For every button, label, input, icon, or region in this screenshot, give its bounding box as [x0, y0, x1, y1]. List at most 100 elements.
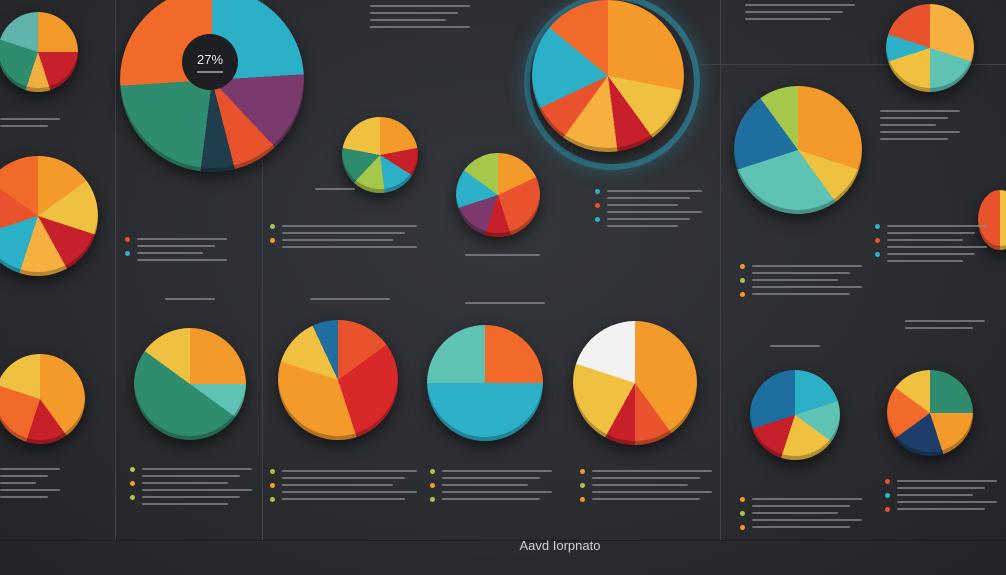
text-placeholder — [880, 131, 960, 133]
text-placeholder — [0, 489, 60, 491]
text-placeholder — [465, 302, 545, 304]
text-placeholder — [592, 484, 688, 486]
divider — [700, 64, 1006, 65]
legend-dot — [740, 525, 745, 530]
legend-dot — [875, 224, 880, 229]
legend-dot — [885, 479, 890, 484]
text-placeholder — [142, 503, 228, 505]
legend-dot — [270, 238, 275, 243]
text-placeholder — [442, 491, 552, 493]
legend-dot — [595, 217, 600, 222]
text-placeholder — [897, 487, 985, 489]
text-placeholder — [752, 519, 862, 521]
text-placeholder — [897, 494, 973, 496]
text-placeholder — [370, 12, 458, 14]
text-placeholder — [887, 260, 963, 262]
text-placeholder — [752, 272, 850, 274]
text-placeholder — [887, 246, 987, 248]
divider — [0, 540, 1006, 541]
pie — [0, 354, 85, 444]
text-placeholder — [0, 125, 48, 127]
divider — [262, 0, 263, 540]
legend-dot — [270, 483, 275, 488]
text-placeholder — [592, 498, 700, 500]
text-placeholder — [592, 477, 700, 479]
legend-dot — [130, 481, 135, 486]
legend-dot — [270, 224, 275, 229]
legend-dot — [885, 493, 890, 498]
text-placeholder — [0, 482, 36, 484]
text-placeholder — [880, 124, 936, 126]
text-placeholder — [282, 470, 417, 472]
text-placeholder — [442, 498, 540, 500]
text-placeholder — [880, 117, 948, 119]
text-placeholder — [905, 327, 973, 329]
text-placeholder — [592, 491, 712, 493]
pie — [978, 190, 1006, 250]
pie — [886, 4, 974, 92]
pie — [573, 321, 697, 445]
text-placeholder — [282, 491, 417, 493]
text-placeholder — [887, 232, 975, 234]
text-placeholder — [770, 345, 820, 347]
text-placeholder — [887, 225, 987, 227]
text-placeholder — [137, 245, 215, 247]
text-placeholder — [142, 482, 228, 484]
legend-dot — [740, 278, 745, 283]
text-placeholder — [897, 480, 997, 482]
text-placeholder — [607, 211, 702, 213]
pie — [887, 370, 973, 456]
text-placeholder — [897, 501, 997, 503]
text-placeholder — [315, 188, 355, 190]
pie — [750, 370, 840, 460]
pie — [134, 328, 246, 440]
legend-dot — [130, 467, 135, 472]
text-placeholder — [592, 470, 712, 472]
pie — [278, 320, 398, 440]
legend-dot — [430, 469, 435, 474]
pie — [456, 153, 540, 237]
legend-dot — [125, 251, 130, 256]
divider — [197, 70, 223, 73]
text-placeholder — [880, 138, 948, 140]
text-placeholder — [282, 477, 405, 479]
text-placeholder — [745, 11, 843, 13]
legend-dot — [270, 497, 275, 502]
text-placeholder — [887, 239, 963, 241]
legend-dot — [875, 252, 880, 257]
text-placeholder — [282, 225, 417, 227]
text-placeholder — [607, 225, 678, 227]
text-placeholder — [752, 512, 838, 514]
text-placeholder — [0, 118, 60, 120]
center-label: 27% — [196, 51, 224, 67]
text-placeholder — [142, 496, 240, 498]
text-placeholder — [607, 218, 690, 220]
text-placeholder — [282, 246, 417, 248]
legend-dot — [430, 483, 435, 488]
text-placeholder — [282, 239, 393, 241]
text-placeholder — [282, 484, 393, 486]
legend-dot — [580, 497, 585, 502]
pie-ring — [524, 0, 700, 170]
text-placeholder — [880, 110, 960, 112]
pie — [0, 12, 78, 92]
text-placeholder — [752, 279, 838, 281]
text-placeholder — [0, 468, 60, 470]
text-placeholder — [887, 253, 975, 255]
text-placeholder — [165, 298, 215, 300]
pie — [427, 325, 543, 441]
text-placeholder — [370, 26, 470, 28]
divider — [720, 0, 721, 540]
legend-dot — [875, 238, 880, 243]
footer-caption: Aavd Iorpnato — [519, 538, 601, 553]
text-placeholder — [370, 19, 446, 21]
legend-dot — [430, 497, 435, 502]
pie — [0, 156, 98, 276]
text-placeholder — [0, 496, 48, 498]
legend-dot — [740, 511, 745, 516]
legend-dot — [270, 469, 275, 474]
pie — [342, 117, 418, 193]
legend-dot — [885, 507, 890, 512]
legend-dot — [125, 237, 130, 242]
